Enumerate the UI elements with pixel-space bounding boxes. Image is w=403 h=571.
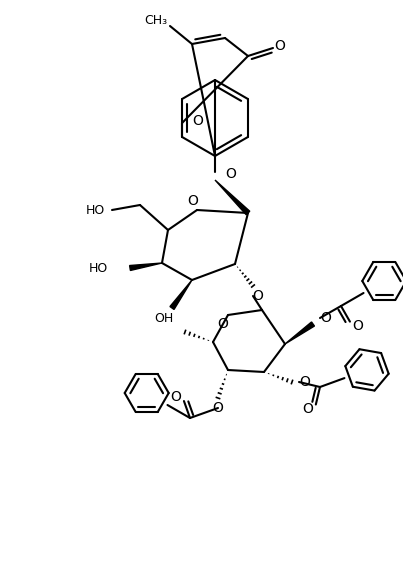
Text: O: O xyxy=(212,401,223,415)
Text: O: O xyxy=(225,167,236,181)
Text: O: O xyxy=(299,375,310,389)
Text: O: O xyxy=(253,289,264,303)
Text: HO: HO xyxy=(89,262,108,275)
Polygon shape xyxy=(285,322,314,344)
Polygon shape xyxy=(130,263,162,271)
Text: CH₃: CH₃ xyxy=(144,14,168,27)
Text: O: O xyxy=(274,39,285,53)
Polygon shape xyxy=(170,280,192,309)
Polygon shape xyxy=(215,180,250,215)
Text: O: O xyxy=(170,390,181,404)
Text: OH: OH xyxy=(154,312,174,324)
Text: HO: HO xyxy=(85,203,105,216)
Text: O: O xyxy=(353,319,364,333)
Text: O: O xyxy=(187,194,198,208)
Text: O: O xyxy=(302,401,313,416)
Text: O: O xyxy=(320,311,331,325)
Text: O: O xyxy=(218,317,229,331)
Text: O: O xyxy=(192,114,203,128)
